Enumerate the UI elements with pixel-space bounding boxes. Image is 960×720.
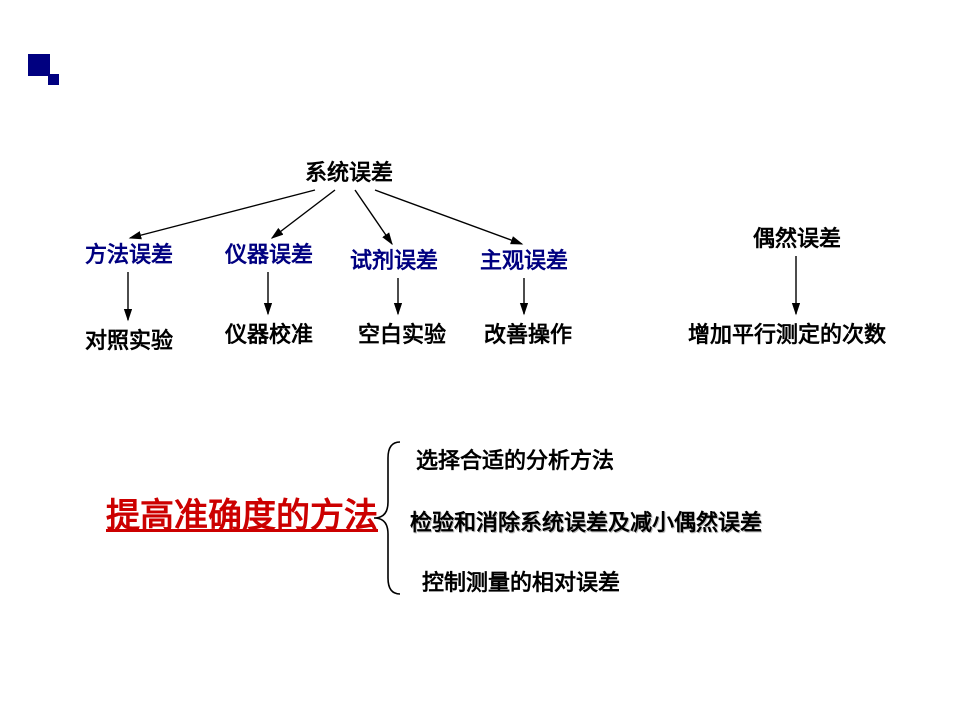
child-instrument-error: 仪器误差 <box>225 244 313 266</box>
solution-blank-experiment: 空白实验 <box>358 324 446 346</box>
arrows-layer <box>0 0 960 720</box>
solution-calibration: 仪器校准 <box>225 324 313 346</box>
root-systematic-error: 系统误差 <box>305 162 393 184</box>
accuracy-title: 提高准确度的方法 <box>106 500 378 534</box>
solution-improve-operation: 改善操作 <box>484 324 572 346</box>
side-random-error: 偶然误差 <box>753 228 841 250</box>
corner-bullet-large <box>28 54 50 76</box>
accuracy-item-2: 检验和消除系统误差及减小偶然误差 <box>410 512 762 534</box>
accuracy-item-3: 控制测量的相对误差 <box>422 572 620 594</box>
child-reagent-error: 试剂误差 <box>350 250 438 272</box>
root-fanout-arrows <box>130 190 522 244</box>
accuracy-item-1: 选择合适的分析方法 <box>416 450 614 472</box>
child-subjective-error: 主观误差 <box>480 250 568 272</box>
child-method-error: 方法误差 <box>85 244 173 266</box>
corner-bullet-small <box>48 74 59 85</box>
solution-control-experiment: 对照实验 <box>85 330 173 352</box>
side-solution-repeat: 增加平行测定的次数 <box>688 324 886 346</box>
diagram-stage: 系统误差 方法误差 仪器误差 试剂误差 主观误差 对照实验 仪器校准 空白实验 … <box>0 0 960 720</box>
